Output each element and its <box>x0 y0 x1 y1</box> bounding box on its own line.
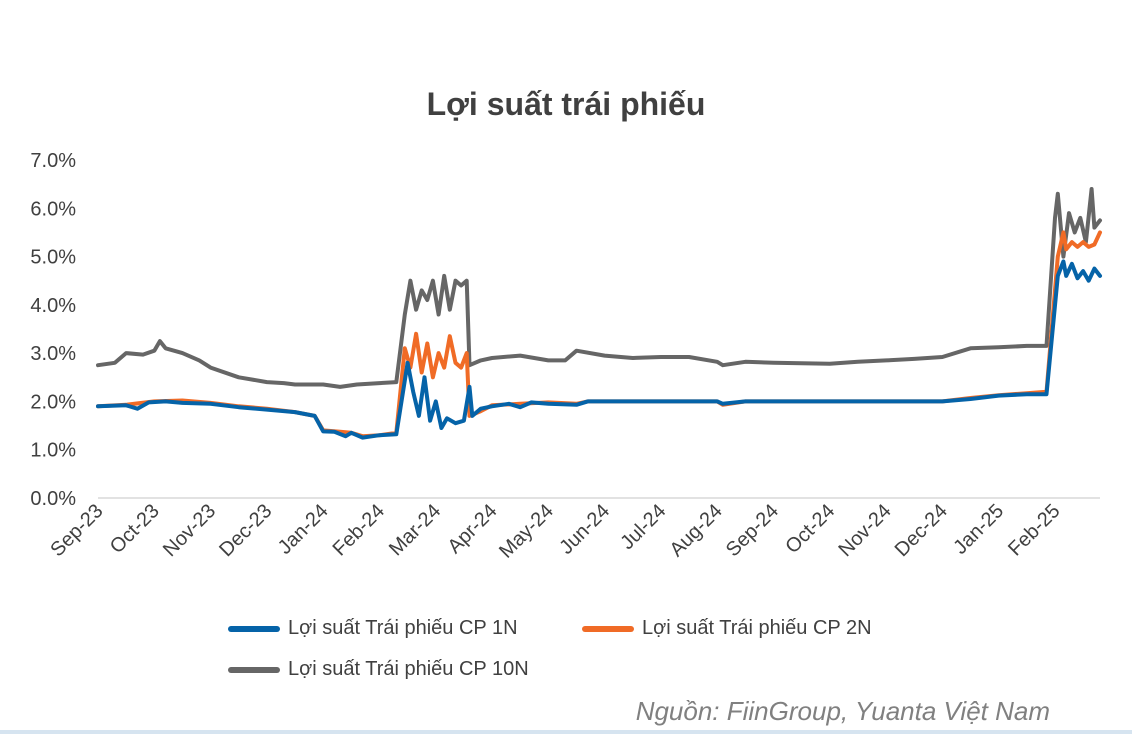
x-tick-label: Jun-24 <box>555 500 614 559</box>
bottom-divider <box>0 730 1132 734</box>
y-tick-label: 7.0% <box>30 150 76 172</box>
series-line-1n <box>96 259 1102 440</box>
x-tick-label: Apr-24 <box>444 500 502 558</box>
legend-item-2n: Lợi suất Trái phiếu CP 2N <box>582 617 872 640</box>
legend-item-10n: Lợi suất Trái phiếu CP 10N <box>228 658 529 681</box>
y-tick-label: 2.0% <box>30 391 76 413</box>
x-tick-label: Oct-24 <box>781 500 839 558</box>
x-tick-label: Jan-25 <box>949 500 1008 559</box>
x-tick-label: Jul-24 <box>616 500 670 554</box>
legend-item-1n: Lợi suất Trái phiếu CP 1N <box>228 617 518 640</box>
x-tick-label: Feb-25 <box>1004 500 1064 560</box>
y-tick-label: 0.0% <box>30 488 76 510</box>
legend-swatch-10n <box>228 666 280 673</box>
legend-label-1n: Lợi suất Trái phiếu CP 1N <box>288 617 518 639</box>
chart-title: Lợi suất trái phiếu <box>426 86 706 122</box>
series-line-10n <box>96 187 1102 389</box>
legend-swatch-1n <box>228 625 280 632</box>
x-axis-ticks: Sep-23Oct-23Nov-23Dec-23Jan-24Feb-24Mar-… <box>46 500 1064 563</box>
y-tick-label: 1.0% <box>30 440 76 462</box>
x-tick-label: Oct-23 <box>106 500 164 558</box>
y-axis-ticks: 0.0% 1.0% 2.0% 3.0% 4.0% 5.0% 6.0% 7.0% <box>30 150 76 510</box>
x-tick-label: Aug-24 <box>666 500 727 561</box>
legend-label-2n: Lợi suất Trái phiếu CP 2N <box>642 617 872 639</box>
y-tick-label: 6.0% <box>30 198 76 220</box>
y-tick-label: 4.0% <box>30 295 76 317</box>
x-tick-label: Mar-24 <box>385 500 445 560</box>
legend-swatch-2n <box>582 625 634 632</box>
y-tick-label: 5.0% <box>30 247 76 269</box>
legend-label-10n: Lợi suất Trái phiếu CP 10N <box>288 658 529 680</box>
source-note: Nguồn: FiinGroup, Yuanta Việt Nam <box>635 696 1050 726</box>
series-line-2n <box>96 230 1102 439</box>
x-tick-label: Nov-23 <box>159 500 220 561</box>
x-tick-label: Nov-24 <box>834 500 895 561</box>
x-tick-label: Sep-24 <box>722 500 783 561</box>
x-tick-label: May-24 <box>495 500 558 563</box>
x-tick-label: Jan-24 <box>274 500 333 559</box>
series-group <box>96 187 1102 440</box>
y-tick-label: 3.0% <box>30 343 76 365</box>
x-tick-label: Feb-24 <box>329 500 389 560</box>
x-tick-label: Dec-24 <box>891 500 952 561</box>
x-tick-label: Dec-23 <box>215 500 276 561</box>
